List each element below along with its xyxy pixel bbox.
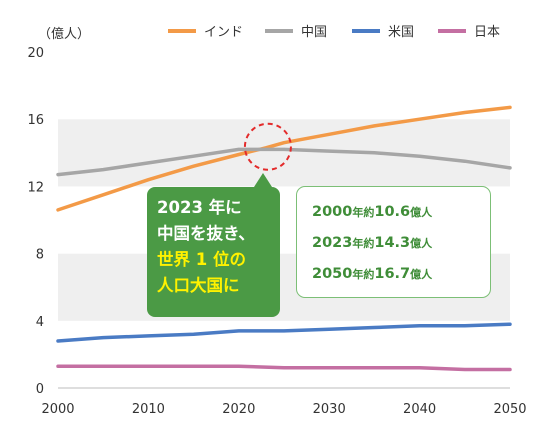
x-tick-label: 2050: [493, 402, 526, 417]
info-approx: 約: [363, 206, 375, 219]
info-year: 2050: [312, 266, 353, 282]
info-unit: 億人: [410, 206, 433, 219]
x-tick-label: 2020: [222, 402, 255, 417]
info-value: 10.6: [374, 204, 411, 220]
info-year-suffix: 年: [352, 268, 364, 281]
series-line-中国: [56, 147, 512, 177]
grid-band: [58, 119, 510, 187]
info-approx: 約: [363, 237, 375, 250]
callout-box: 2023 年に 中国を抜き、 世界 1 位の 人口大国に: [147, 187, 280, 317]
y-tick-label: 4: [36, 315, 44, 330]
y-tick-label: 0: [36, 382, 44, 397]
y-tick-label: 16: [27, 113, 44, 128]
callout-line-4: 人口大国に: [157, 276, 240, 295]
y-axis-label: （億人）: [38, 26, 90, 42]
info-unit: 億人: [410, 268, 433, 281]
y-tick-label: 8: [36, 248, 44, 263]
legend-label: 中国: [301, 25, 327, 40]
population-info-box: 2000年約10.6億人 2023年約14.3億人 2050年約16.7億人: [296, 186, 491, 298]
y-tick-label: 12: [27, 180, 44, 195]
info-approx: 約: [363, 268, 375, 281]
legend-label: 日本: [474, 25, 500, 40]
y-tick-label: 20: [27, 46, 44, 61]
callout-pointer: [254, 173, 272, 187]
highlight-circle: [243, 122, 292, 171]
info-row-2023: 2023年約14.3億人: [312, 228, 490, 259]
legend-label: インド: [204, 25, 243, 40]
info-row-2000: 2000年約10.6億人: [312, 197, 490, 228]
x-tick-label: 2000: [41, 402, 74, 417]
legend-label: 米国: [388, 25, 414, 40]
info-value: 16.7: [374, 266, 411, 282]
callout-line-2: 中国を抜き、: [157, 224, 255, 243]
info-unit: 億人: [410, 237, 433, 250]
x-tick-label: 2040: [403, 402, 436, 417]
info-year-suffix: 年: [352, 206, 364, 219]
info-value: 14.3: [374, 235, 411, 251]
legend: インド 中国 米国 日本: [168, 25, 500, 40]
info-year: 2000: [312, 204, 353, 220]
axis-ticks: 0 4 8 12 16 20 2000 2010 2020 2030 2040 2050: [27, 46, 526, 417]
series-line-米国: [56, 322, 512, 343]
grid-band: [58, 52, 510, 120]
callout-line-1: 2023 年に: [157, 198, 242, 217]
x-tick-label: 2030: [313, 402, 346, 417]
series-lines: [56, 105, 512, 372]
series-line-インド: [56, 105, 512, 212]
callout-line-3: 世界 1 位の: [157, 250, 246, 269]
x-tick-label: 2010: [132, 402, 165, 417]
series-line-日本: [56, 364, 512, 372]
info-year: 2023: [312, 235, 353, 251]
info-year-suffix: 年: [352, 237, 364, 250]
info-row-2050: 2050年約16.7億人: [312, 259, 490, 290]
